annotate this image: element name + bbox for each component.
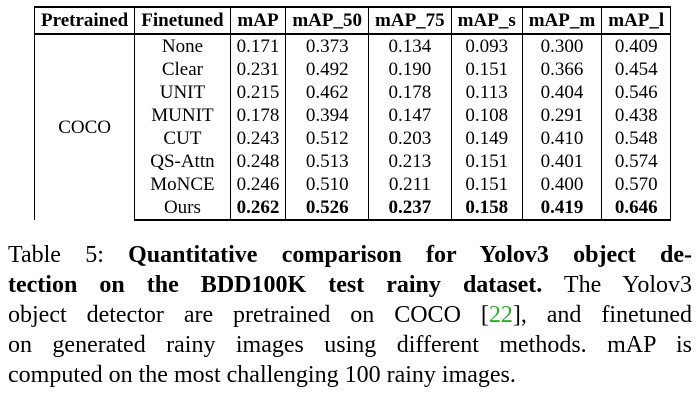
table-row: QS-Attn 0.248 0.513 0.213 0.151 0.401 0.574 [35,150,672,173]
value-cell: 0.190 [368,58,452,81]
value-cell: 0.512 [285,127,370,150]
value-cell: 0.454 [601,58,672,81]
value-cell: 0.215 [230,81,287,104]
caption-bold-title-2: tection on the BDD100K test rainy datase… [8,272,543,298]
value-cell: 0.546 [601,81,672,104]
table-row: COCO None 0.171 0.373 0.134 0.093 0.300 0.409 [33,34,672,220]
table-row: Ours 0.262 0.526 0.237 0.158 0.419 0.646 [35,196,672,221]
header-map: mAP [230,6,287,35]
value-cell: 0.438 [601,104,672,127]
method-cell: MoNCE [134,173,231,196]
value-cell: 0.300 [522,34,603,58]
value-cell: 0.366 [522,58,603,81]
value-cell: 0.093 [451,34,523,58]
caption-label: Table 5: [8,242,104,268]
value-cell: 0.404 [522,81,603,104]
value-cell: 0.151 [451,173,523,196]
value-cell: 0.113 [451,81,523,104]
method-cell: UNIT [134,81,231,104]
caption-text-3a: object detector are pretrained on COCO [ [8,302,489,328]
value-cell: 0.510 [285,173,370,196]
header-mapl: mAP_l [601,6,672,35]
value-cell: 0.149 [451,127,523,150]
table-row: CUT 0.243 0.512 0.203 0.149 0.410 0.548 [35,127,672,150]
value-cell: 0.231 [230,58,287,81]
value-cell: 0.246 [230,173,287,196]
caption-text-3b: ], and finetuned [512,302,693,328]
table-caption: Table 5: Quantitative comparison for Yol… [8,240,692,390]
value-cell: 0.574 [601,150,672,173]
value-cell: 0.394 [285,104,370,127]
results-table-container: Pretrained Finetuned mAP mAP_50 mAP_75 m… [33,6,672,221]
header-finetuned: Finetuned [134,6,231,35]
caption-line-2: tection on the BDD100K test rainy datase… [8,270,692,300]
header-pretrained: Pretrained [33,6,136,35]
value-cell: 0.203 [368,127,452,150]
table-row: MUNIT 0.178 0.394 0.147 0.108 0.291 0.438 [35,104,672,127]
citation-link[interactable]: 22 [488,302,513,328]
value-cell: 0.147 [368,104,452,127]
method-cell: Ours [134,196,231,221]
header-map75: mAP_75 [368,6,452,35]
caption-line-5: computed on the most challenging 100 rai… [8,362,516,388]
value-cell: 0.462 [285,81,370,104]
value-cell: 0.409 [601,34,672,58]
value-cell: 0.646 [601,196,672,221]
value-cell: 0.570 [601,173,672,196]
method-cell: CUT [134,127,231,150]
value-cell: 0.213 [368,150,452,173]
table-header-row: Pretrained Finetuned mAP mAP_50 mAP_75 m… [33,6,672,35]
value-cell: 0.410 [522,127,603,150]
value-cell: 0.262 [230,196,287,221]
header-maps: mAP_s [451,6,523,35]
header-map50: mAP_50 [285,6,370,35]
caption-line-4: on generated rainy images using differen… [8,332,692,358]
value-cell: 0.373 [285,34,370,58]
value-cell: 0.243 [230,127,287,150]
table-row: Clear 0.231 0.492 0.190 0.151 0.366 0.454 [35,58,672,81]
caption-line-1: Table 5: Quantitative comparison for Yol… [8,240,692,270]
method-cell: QS-Attn [134,150,231,173]
caption-line-3: object detector are pretrained on COCO [… [8,300,692,330]
value-cell: 0.151 [451,150,523,173]
caption-bold-title-1: Quantitative comparison for Yolov3 objec… [128,242,692,268]
value-cell: 0.248 [230,150,287,173]
value-cell: 0.400 [522,173,603,196]
value-cell: 0.171 [230,34,287,58]
value-cell: 0.108 [451,104,523,127]
table-body: COCO None 0.171 0.373 0.134 0.093 0.300 0.409 Cl… [33,34,672,221]
value-cell: 0.237 [368,196,452,221]
value-cell: 0.526 [285,196,370,221]
value-cell: 0.178 [368,81,452,104]
value-cell: 0.548 [601,127,672,150]
value-cell: 0.158 [451,196,523,221]
results-table: Pretrained Finetuned mAP mAP_50 mAP_75 m… [33,6,672,221]
value-cell: 0.492 [285,58,370,81]
value-cell: 0.291 [522,104,603,127]
value-cell: 0.419 [522,196,603,221]
value-cell: 0.211 [368,173,452,196]
value-cell: 0.151 [451,58,523,81]
table-row: MoNCE 0.246 0.510 0.211 0.151 0.400 0.570 [35,173,672,196]
pretrained-cell: COCO [33,34,136,220]
caption-text-2: The Yolov3 [563,272,692,298]
value-cell: 0.134 [368,34,452,58]
method-cell: None [134,34,231,58]
value-cell: 0.513 [285,150,370,173]
table-row: UNIT 0.215 0.462 0.178 0.113 0.404 0.546 [35,81,672,104]
header-mapm: mAP_m [522,6,603,35]
method-cell: MUNIT [134,104,231,127]
value-cell: 0.401 [522,150,603,173]
value-cell: 0.178 [230,104,287,127]
method-cell: Clear [134,58,231,81]
